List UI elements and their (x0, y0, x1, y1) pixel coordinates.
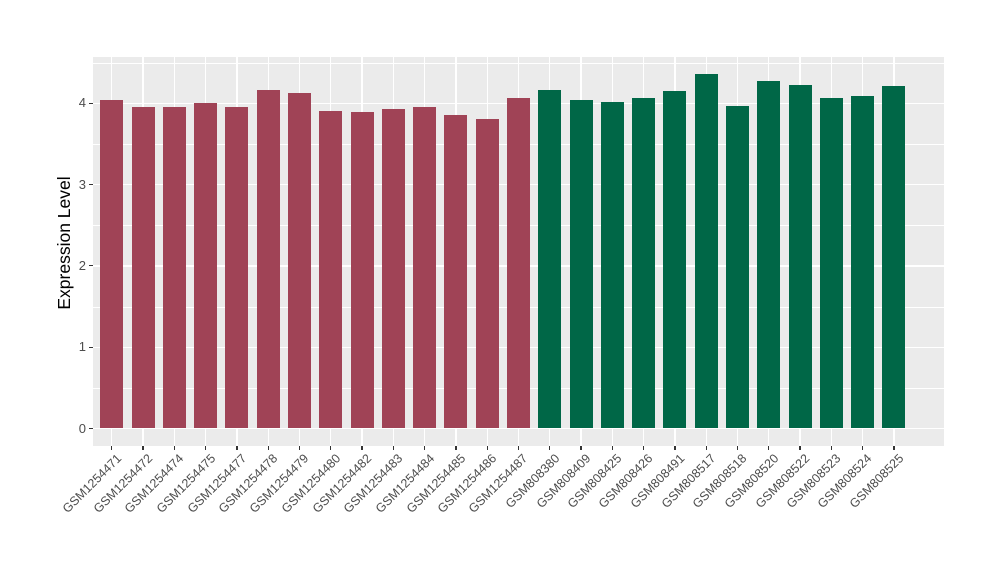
x-tick-mark (392, 446, 394, 450)
bar (663, 91, 687, 429)
x-tick-mark (424, 446, 426, 450)
bar (475, 118, 499, 429)
y-tick-label: 0 (78, 420, 86, 436)
x-tick-mark (549, 446, 551, 450)
bar (444, 114, 468, 429)
x-tick-mark (455, 446, 457, 450)
bar (319, 110, 343, 429)
y-tick-mark (89, 346, 93, 348)
y-tick-mark (89, 184, 93, 186)
x-tick-mark (111, 446, 113, 450)
x-tick-mark (830, 446, 832, 450)
bar (819, 98, 843, 429)
bar (256, 90, 280, 429)
x-tick-mark (893, 446, 895, 450)
bar (726, 105, 749, 429)
y-tick-label: 2 (78, 257, 86, 273)
bar (538, 90, 562, 429)
x-tick-mark (330, 446, 332, 450)
bar (569, 100, 593, 429)
bar (162, 106, 186, 429)
x-tick-mark (862, 446, 864, 450)
x-tick-mark (205, 446, 207, 450)
x-tick-mark (611, 446, 613, 450)
bar (413, 106, 437, 429)
bar (757, 81, 781, 429)
x-tick-mark (298, 446, 301, 450)
y-tick-label: 4 (78, 95, 86, 111)
y-tick-label: 3 (78, 176, 86, 192)
x-tick-mark (580, 446, 582, 450)
x-tick-mark (486, 446, 488, 450)
bar (788, 84, 812, 429)
bar (381, 108, 405, 429)
bar (225, 106, 249, 429)
bar (632, 98, 656, 429)
y-tick-label: 1 (78, 339, 86, 355)
bar (350, 112, 374, 429)
bar (194, 103, 218, 429)
y-tick-mark (89, 102, 93, 104)
x-tick-mark (236, 446, 238, 450)
bar (100, 100, 124, 429)
x-tick-mark (142, 446, 144, 450)
x-tick-mark (361, 446, 363, 450)
x-tick-mark (267, 446, 269, 450)
x-tick-mark (705, 446, 707, 450)
bar (507, 97, 530, 429)
bar (694, 74, 718, 429)
y-axis-title: Expression Level (54, 176, 74, 310)
bar (131, 106, 155, 429)
plot-panel (93, 57, 944, 446)
bar (600, 102, 624, 429)
bar (287, 92, 311, 429)
x-tick-mark (517, 446, 520, 450)
bar (882, 86, 906, 429)
x-tick-mark (674, 446, 676, 450)
x-tick-mark (768, 446, 770, 450)
x-tick-mark (643, 446, 645, 450)
bar (851, 95, 875, 429)
x-tick-mark (799, 446, 801, 450)
y-tick-mark (89, 427, 93, 430)
x-tick-mark (173, 446, 175, 450)
x-tick-mark (736, 446, 739, 450)
y-tick-mark (89, 265, 93, 267)
